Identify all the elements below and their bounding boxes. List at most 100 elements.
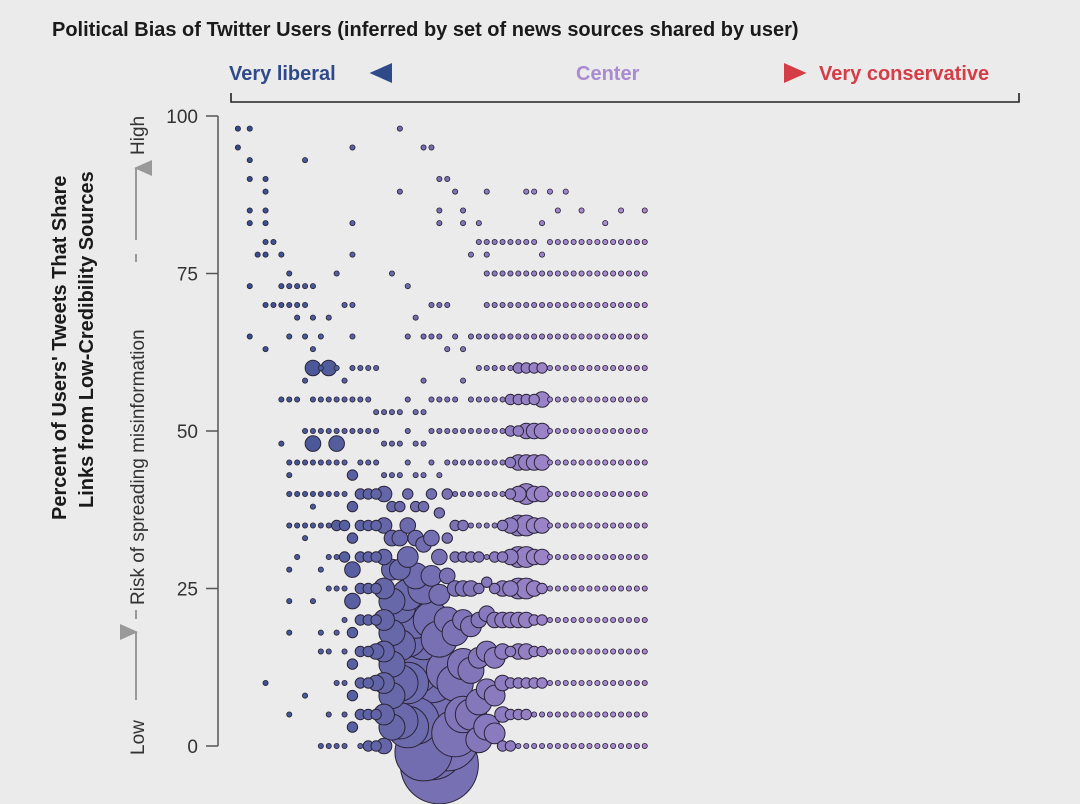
data-point bbox=[594, 617, 601, 624]
data-point bbox=[554, 459, 561, 466]
data-point bbox=[539, 301, 546, 308]
data-point bbox=[625, 301, 632, 308]
data-point bbox=[365, 364, 372, 371]
data-point bbox=[431, 548, 448, 566]
data-point bbox=[396, 546, 419, 568]
data-point bbox=[531, 270, 538, 277]
data-point bbox=[507, 270, 514, 277]
data-point bbox=[546, 585, 553, 592]
data-point bbox=[641, 333, 648, 340]
data-point bbox=[357, 743, 364, 750]
data-point bbox=[578, 554, 585, 561]
data-point bbox=[618, 554, 625, 561]
data-point bbox=[633, 238, 640, 245]
data-point bbox=[531, 238, 538, 245]
data-point bbox=[404, 459, 411, 466]
data-point bbox=[586, 301, 593, 308]
data-point bbox=[594, 238, 601, 245]
data-point bbox=[344, 592, 361, 610]
data-point bbox=[473, 582, 485, 595]
data-point bbox=[633, 743, 640, 750]
data-point bbox=[460, 377, 467, 384]
data-point bbox=[333, 364, 340, 371]
data-point bbox=[304, 435, 322, 452]
data-point bbox=[625, 585, 632, 592]
data-point bbox=[302, 333, 309, 340]
data-point bbox=[586, 238, 593, 245]
data-point bbox=[546, 396, 553, 403]
data-point bbox=[388, 409, 395, 416]
data-point bbox=[578, 522, 585, 529]
data-point bbox=[546, 364, 553, 371]
data-point bbox=[633, 459, 640, 466]
data-point bbox=[436, 396, 443, 403]
data-point bbox=[333, 270, 340, 277]
data-point bbox=[633, 648, 640, 655]
data-point bbox=[441, 532, 453, 544]
data-point bbox=[262, 175, 269, 182]
data-point bbox=[610, 396, 617, 403]
data-point bbox=[546, 188, 553, 195]
data-point bbox=[262, 188, 269, 195]
data-point bbox=[475, 396, 482, 403]
data-point bbox=[262, 301, 269, 308]
data-point bbox=[370, 519, 382, 532]
data-point bbox=[262, 238, 269, 245]
data-point bbox=[286, 711, 293, 718]
data-point bbox=[286, 566, 293, 573]
data-point bbox=[633, 680, 640, 687]
data-point bbox=[641, 522, 648, 529]
data-point bbox=[496, 519, 509, 532]
data-point bbox=[349, 301, 356, 308]
data-point bbox=[496, 551, 509, 563]
data-point bbox=[309, 314, 316, 321]
data-point bbox=[475, 490, 482, 497]
data-point bbox=[610, 617, 617, 624]
data-point bbox=[618, 648, 625, 655]
data-point bbox=[578, 396, 585, 403]
data-point bbox=[309, 598, 316, 605]
data-point bbox=[602, 680, 609, 687]
data-point bbox=[578, 427, 585, 434]
data-point bbox=[570, 270, 577, 277]
data-point bbox=[444, 427, 451, 434]
data-point bbox=[373, 364, 380, 371]
data-point bbox=[302, 427, 309, 434]
data-point bbox=[317, 490, 324, 497]
data-point bbox=[302, 535, 309, 542]
data-point bbox=[234, 144, 241, 151]
data-point bbox=[562, 364, 569, 371]
data-point bbox=[436, 333, 443, 340]
data-point bbox=[460, 459, 467, 466]
data-point bbox=[365, 427, 372, 434]
data-point bbox=[333, 490, 340, 497]
data-point bbox=[625, 270, 632, 277]
data-point bbox=[349, 220, 356, 227]
data-point bbox=[341, 396, 348, 403]
data-point bbox=[633, 301, 640, 308]
data-point bbox=[618, 680, 625, 687]
data-point bbox=[641, 459, 648, 466]
data-point bbox=[341, 711, 348, 718]
data-point bbox=[499, 490, 506, 497]
data-point bbox=[594, 364, 601, 371]
data-point bbox=[452, 188, 459, 195]
data-point bbox=[436, 175, 443, 182]
data-point bbox=[570, 711, 577, 718]
data-point bbox=[546, 648, 553, 655]
data-point bbox=[452, 459, 459, 466]
data-point bbox=[325, 427, 332, 434]
data-point bbox=[333, 554, 340, 561]
data-point bbox=[365, 396, 372, 403]
data-point bbox=[420, 565, 443, 587]
data-point bbox=[618, 617, 625, 624]
data-point bbox=[570, 427, 577, 434]
data-point bbox=[428, 301, 435, 308]
data-point bbox=[246, 175, 253, 182]
data-point bbox=[286, 396, 293, 403]
data-point bbox=[467, 459, 474, 466]
data-point bbox=[436, 427, 443, 434]
data-point bbox=[578, 301, 585, 308]
data-point bbox=[349, 251, 356, 258]
data-point bbox=[528, 393, 540, 406]
